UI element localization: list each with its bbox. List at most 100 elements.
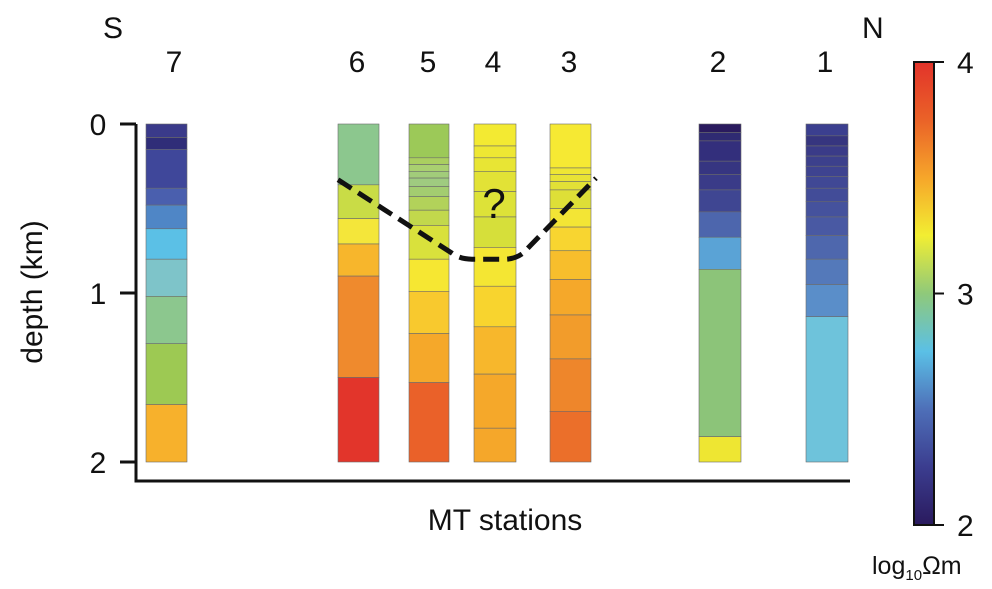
- colorbar-label: log10Ωm: [872, 552, 962, 584]
- layer-cell: [337, 218, 380, 245]
- layer-cell: [549, 314, 592, 360]
- layer-cell: [408, 225, 450, 260]
- layer-cell: [337, 377, 380, 463]
- colorbar-tick-label: 3: [957, 279, 974, 312]
- layer-cell: [698, 174, 742, 191]
- y-tick-label: 2: [90, 447, 107, 480]
- y-axis-label: depth (km): [16, 220, 49, 363]
- layer-cell: [805, 187, 849, 203]
- layer-cell: [408, 157, 450, 165]
- layer-cell: [408, 171, 450, 179]
- interface-dashed-line: [336, 176, 598, 262]
- station-label-4: 4: [485, 46, 502, 79]
- layer-cell: [698, 269, 742, 437]
- layer-cell: [805, 176, 849, 189]
- layer-cell: [549, 279, 592, 316]
- station-column-3: [549, 123, 592, 463]
- layer-cell: [698, 160, 742, 175]
- layer-cell: [337, 123, 380, 186]
- layer-cell: [805, 235, 849, 260]
- layer-cell: [408, 196, 450, 211]
- colorbar: 4 3 2 log10Ωm: [872, 47, 974, 584]
- station-column-5: [408, 123, 450, 463]
- station-column-7: [145, 123, 188, 463]
- layer-cell: [145, 149, 188, 189]
- layer-cell: [549, 410, 592, 463]
- layer-cell: [408, 258, 450, 292]
- x-axis-label: MT stations: [428, 504, 583, 537]
- direction-label-south: S: [103, 12, 123, 45]
- layer-cell: [698, 436, 742, 463]
- layer-cell: [408, 123, 450, 159]
- y-ticks: 0 1 2: [90, 109, 136, 480]
- layer-cell: [805, 165, 849, 177]
- layer-cell: [337, 275, 380, 378]
- layer-cell: [698, 132, 742, 142]
- colorbar-tick-label: 2: [957, 510, 974, 543]
- layer-cell: [145, 137, 188, 150]
- layer-cell: [549, 167, 592, 176]
- y-tick-label: 0: [90, 109, 107, 142]
- layer-cell: [549, 358, 592, 412]
- layer-cell: [473, 145, 517, 159]
- layer-cell: [549, 250, 592, 280]
- station-label-1: 1: [817, 46, 834, 79]
- layer-cell: [408, 333, 450, 383]
- station-columns: [145, 123, 849, 463]
- layer-cell: [145, 204, 188, 230]
- layer-cell: [145, 123, 188, 138]
- station-label-6: 6: [349, 46, 366, 79]
- layer-cell: [698, 211, 742, 238]
- layer-cell: [145, 404, 188, 463]
- layer-cell: [337, 184, 380, 219]
- layer-cell: [408, 382, 450, 463]
- colorbar-gradient: [913, 61, 935, 526]
- layer-cell: [805, 145, 849, 157]
- layer-cell: [473, 285, 517, 328]
- layer-cell: [473, 373, 517, 429]
- layer-cell: [408, 291, 450, 334]
- layer-cell: [473, 191, 517, 218]
- layer-cell: [805, 316, 849, 463]
- layer-cell: [408, 164, 450, 172]
- layer-cell: [698, 123, 742, 133]
- layer-cell: [408, 209, 450, 226]
- layer-cell: [549, 174, 592, 182]
- layer-cell: [805, 155, 849, 167]
- layer-cell: [473, 216, 517, 248]
- colorbar-label-prefix: log: [872, 552, 905, 580]
- layer-cell: [408, 186, 450, 197]
- uncertainty-annotation: ?: [482, 180, 505, 227]
- station-labels: 7 6 5 4 3 2 1: [166, 46, 834, 79]
- direction-label-north: N: [862, 12, 884, 45]
- colorbar-ticks: 4 3 2: [934, 47, 974, 543]
- layer-cell: [473, 427, 517, 463]
- layer-cell: [549, 226, 592, 252]
- layer-cell: [805, 258, 849, 285]
- layer-cell: [408, 177, 450, 187]
- layer-cell: [145, 228, 188, 260]
- layer-cell: [805, 123, 849, 137]
- station-label-7: 7: [166, 46, 183, 79]
- layer-cell: [473, 326, 517, 375]
- layer-cell: [698, 140, 742, 162]
- layer-cell: [549, 123, 592, 169]
- layer-cell: [145, 343, 188, 405]
- station-label-5: 5: [420, 46, 437, 79]
- layer-cell: [473, 247, 517, 287]
- layer-cell: [698, 189, 742, 213]
- station-label-3: 3: [561, 46, 578, 79]
- colorbar-label-subscript: 10: [905, 567, 922, 584]
- layer-cell: [473, 123, 517, 147]
- layer-cell: [549, 208, 592, 228]
- layer-cell: [145, 296, 188, 345]
- layer-cell: [145, 187, 188, 206]
- station-column-6: [337, 123, 380, 463]
- station-column-2: [698, 123, 742, 463]
- station-column-1: [805, 123, 849, 463]
- station-label-2: 2: [710, 46, 727, 79]
- layer-cell: [805, 216, 849, 236]
- layer-cell: [805, 284, 849, 317]
- colorbar-tick-label: 4: [957, 47, 974, 80]
